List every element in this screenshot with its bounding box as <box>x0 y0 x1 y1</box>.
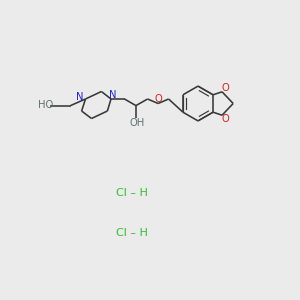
Text: O: O <box>221 114 229 124</box>
Text: Cl – H: Cl – H <box>116 227 148 238</box>
Text: O: O <box>154 94 162 104</box>
Text: Cl – H: Cl – H <box>116 188 148 199</box>
Text: HO: HO <box>38 100 53 110</box>
Text: O: O <box>221 83 229 93</box>
Text: N: N <box>76 92 83 102</box>
Text: OH: OH <box>130 118 145 128</box>
Text: N: N <box>109 90 116 100</box>
